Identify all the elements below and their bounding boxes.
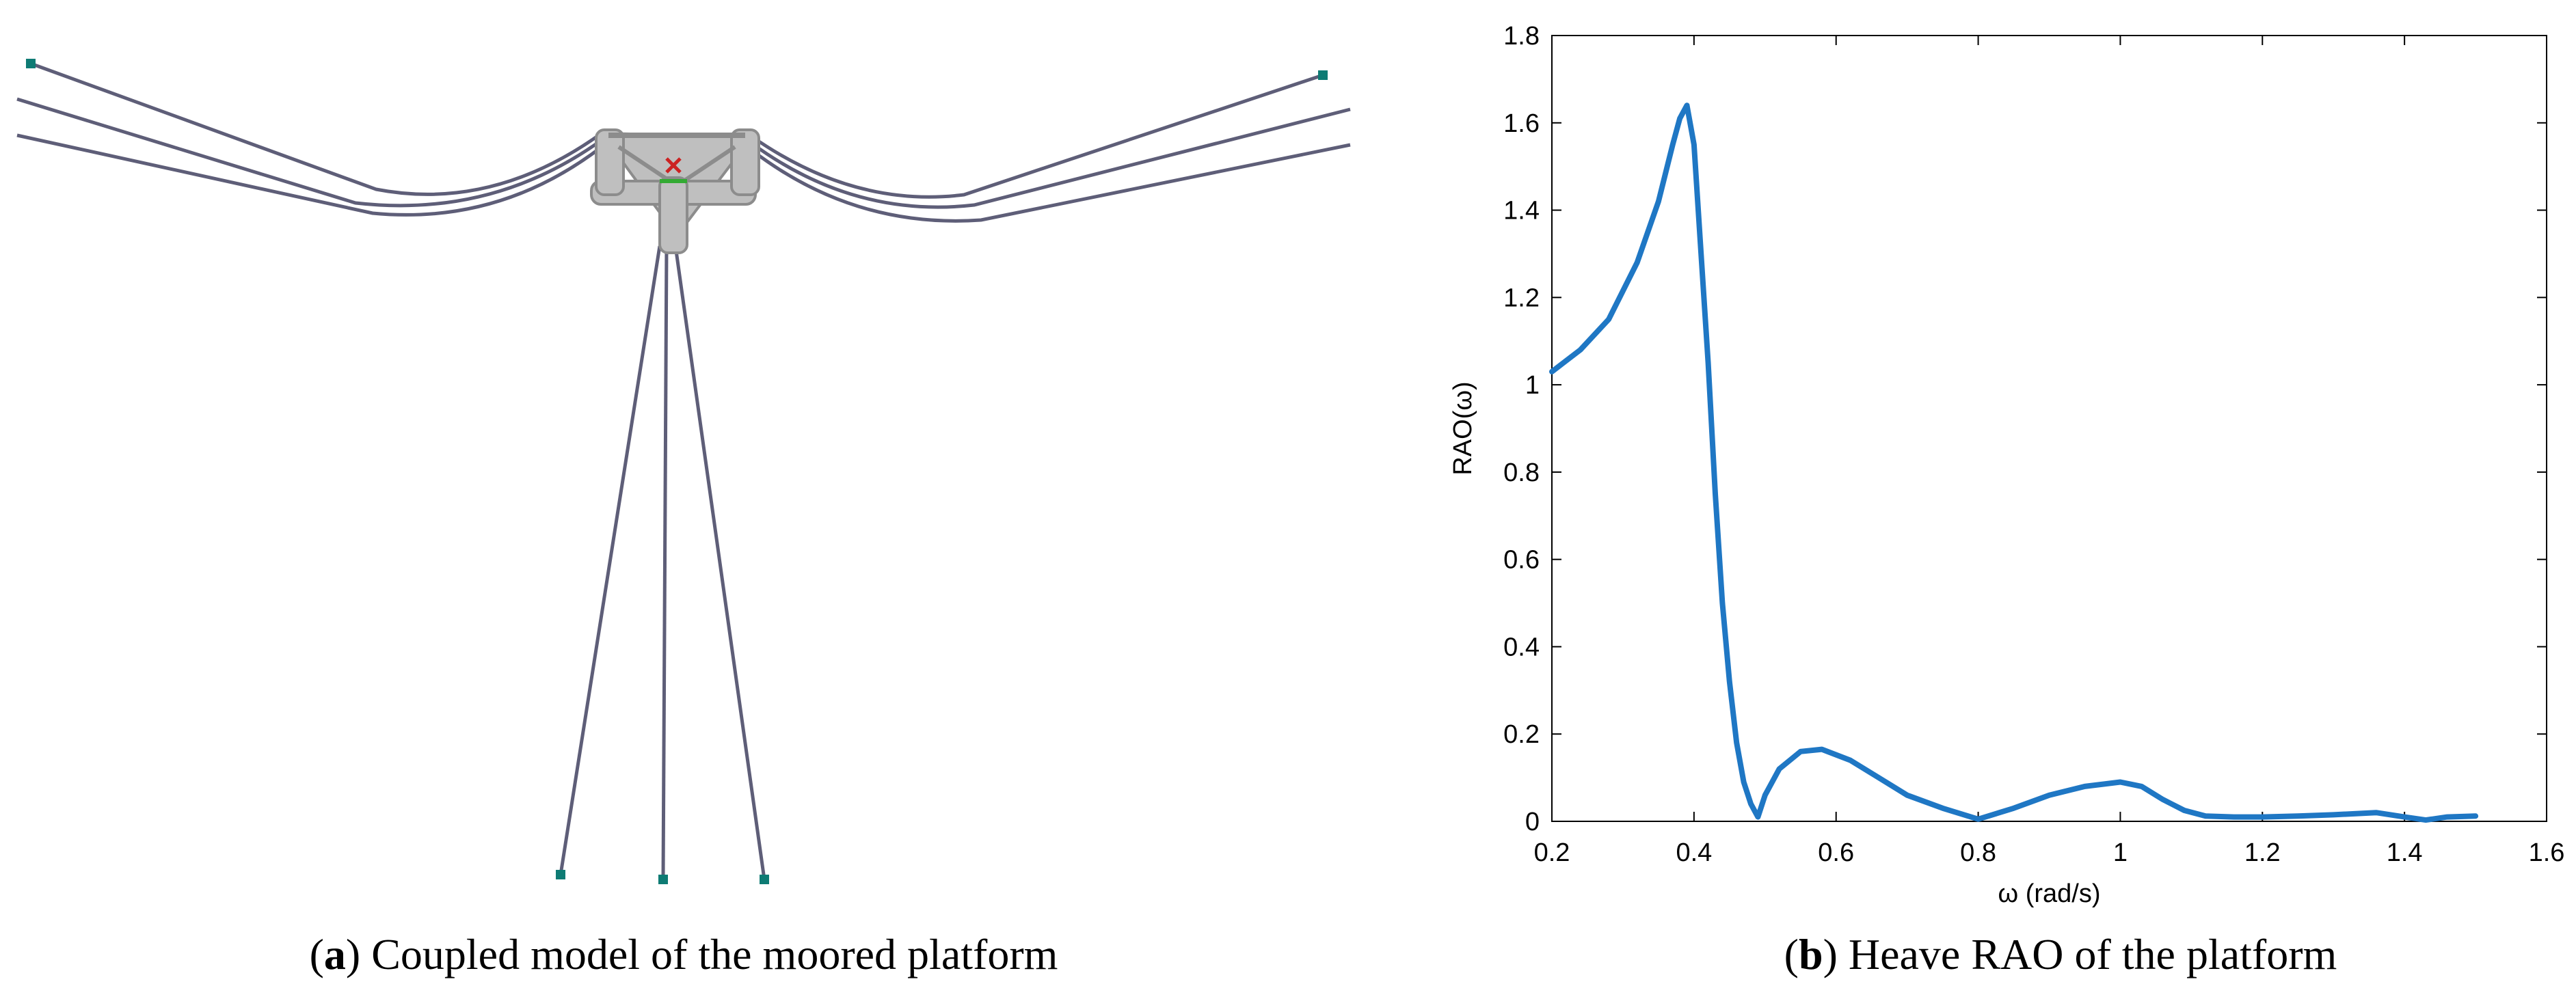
x-tick-label: 1.2 xyxy=(2244,838,2281,867)
caption-a-text: Coupled model of the moored platform xyxy=(371,930,1058,979)
x-tick-label: 1.4 xyxy=(2387,838,2423,867)
mooring-line-5 xyxy=(751,107,1351,209)
anchor-5 xyxy=(760,875,769,884)
rao-curve xyxy=(1549,102,2479,823)
y-tick-label: 1.4 xyxy=(1503,197,1540,225)
y-tick-label: 0 xyxy=(1525,808,1540,836)
moored-platform-drawing xyxy=(16,59,1351,884)
brace-right xyxy=(682,145,736,183)
mooring-line-6 xyxy=(751,143,1351,223)
plot-frame xyxy=(1551,35,2547,822)
y-tick-label: 0.6 xyxy=(1503,546,1540,575)
brace-left xyxy=(617,145,671,183)
x-axis-label: ω (rad/s) xyxy=(1998,879,2100,908)
mooring-line-8 xyxy=(661,245,669,880)
x-tick-label: 0.6 xyxy=(1818,838,1854,867)
caption-a: (a) Coupled model of the moored platform xyxy=(309,930,1058,979)
x-tick-label: 1 xyxy=(2113,838,2128,867)
y-tick-label: 0.4 xyxy=(1503,633,1540,661)
y-tick-label: 1.6 xyxy=(1503,109,1540,138)
column-left xyxy=(595,128,625,196)
y-tick-label: 1 xyxy=(1525,371,1540,400)
caption-b-letter: b xyxy=(1798,930,1823,979)
y-tick-label: 0.8 xyxy=(1503,459,1540,487)
anchor-4 xyxy=(658,875,668,884)
mooring-line-4 xyxy=(751,73,1324,199)
chart-ticks: 0.2 0.4 0.6 0.8 1 1.2 1.4 1.600.20.40.60.811.21… xyxy=(1503,22,2564,867)
axis-marker-red xyxy=(665,157,682,174)
anchor-points xyxy=(26,59,1328,884)
column-center xyxy=(658,176,688,254)
x-tick-label: 1.6 xyxy=(2529,838,2565,867)
heave-rao-plot: 0.2 0.4 0.6 0.8 1 1.2 1.4 1.600.20.40.60.811.21… xyxy=(1449,22,2564,908)
mooring-line-2 xyxy=(16,97,603,208)
y-tick-label: 1.8 xyxy=(1503,22,1540,51)
x-tick-label: 0.4 xyxy=(1676,838,1712,867)
anchor-3 xyxy=(556,870,565,879)
y-tick-label: 1.2 xyxy=(1503,284,1540,312)
mooring-line-3 xyxy=(16,133,603,217)
caption-a-letter: a xyxy=(323,930,346,979)
y-axis-label: RAO(ω) xyxy=(1449,381,1477,475)
x-tick-label: 0.2 xyxy=(1534,838,1570,867)
mooring-line-9 xyxy=(673,245,766,880)
mooring-line-7 xyxy=(559,245,662,875)
semi-submersible-platform xyxy=(590,128,760,254)
mooring-line-1 xyxy=(30,61,603,196)
caption-b: (b) Heave RAO of the platform xyxy=(1784,930,2337,979)
caption-b-text: Heave RAO of the platform xyxy=(1848,930,2337,979)
moored-platform-figure xyxy=(0,0,1367,929)
y-tick-label: 0.2 xyxy=(1503,720,1540,749)
anchor-2 xyxy=(1318,70,1328,80)
x-tick-label: 0.8 xyxy=(1960,838,1996,867)
rao-series-line xyxy=(1549,102,2479,823)
chart-axes xyxy=(1551,35,2547,822)
mooring-lines xyxy=(16,61,1351,880)
column-right xyxy=(730,128,760,196)
anchor-1 xyxy=(26,59,36,68)
heave-rao-chart: 0.2 0.4 0.6 0.8 1 1.2 1.4 1.6 0 0.2 0.4 0.6 0.8 1 1.2 1… xyxy=(1436,0,2576,929)
